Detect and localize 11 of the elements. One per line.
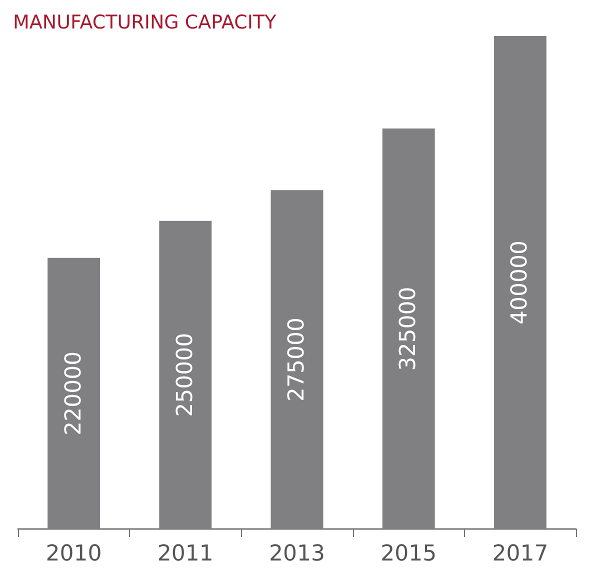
- data-label: 325000: [396, 286, 422, 371]
- data-label: 275000: [284, 318, 310, 402]
- x-tick-label: 2010: [46, 542, 102, 566]
- data-label: 250000: [172, 332, 198, 417]
- chart-title: MANUFACTURING CAPACITY: [13, 12, 277, 34]
- x-tick-label: 2015: [380, 542, 437, 566]
- x-tick-label: 2013: [269, 542, 325, 566]
- x-tick-label: 2017: [492, 542, 548, 566]
- data-label: 220000: [61, 351, 86, 436]
- x-tick-label: 2011: [157, 542, 214, 566]
- data-label: 400000: [508, 240, 533, 324]
